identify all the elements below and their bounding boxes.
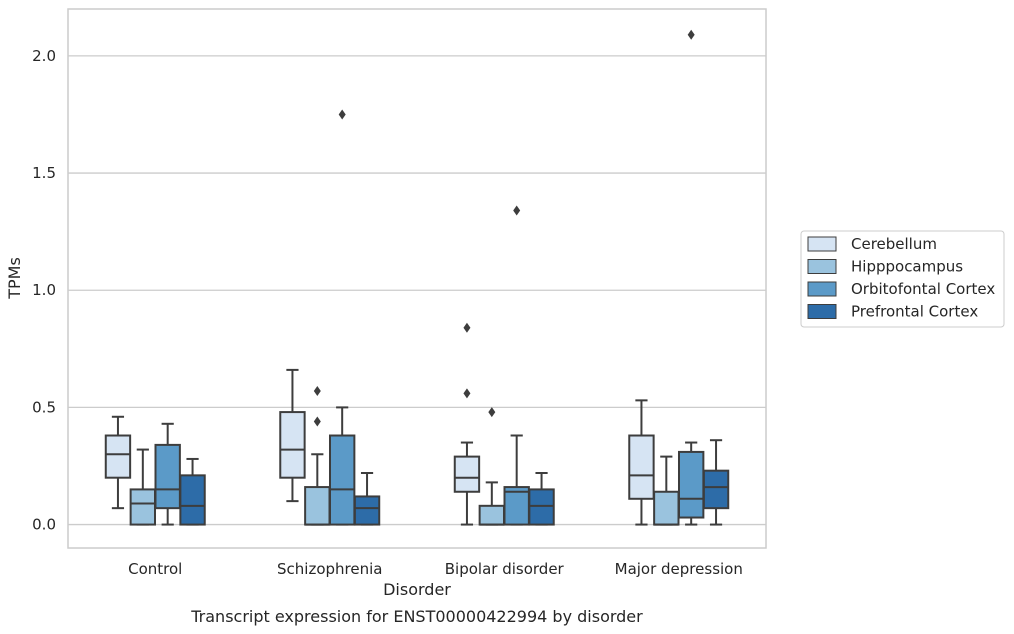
outlier-point <box>313 385 321 396</box>
legend-label: Cerebellum <box>851 235 937 253</box>
box-body <box>628 434 655 500</box>
box-body <box>503 486 530 526</box>
box <box>104 415 132 510</box>
y-tick-label: 0.0 <box>32 516 56 534</box>
series-cerebellum <box>104 322 655 526</box>
box-body <box>677 450 705 519</box>
legend-label: Prefrontal Cortex <box>851 303 978 321</box>
x-axis-label: Disorder <box>383 580 451 599</box>
box-body <box>129 488 157 526</box>
box-body <box>154 443 181 510</box>
grid-lines <box>68 55 766 526</box>
box <box>677 29 705 526</box>
box-body <box>279 411 306 479</box>
outlier-point <box>463 388 471 399</box>
box <box>154 422 181 526</box>
box <box>129 448 157 526</box>
box <box>279 368 306 503</box>
legend-swatch <box>807 304 837 319</box>
outlier-point <box>463 322 471 333</box>
y-axis-label: TPMs <box>5 257 24 300</box>
box <box>653 455 680 526</box>
box-series-group <box>104 29 730 526</box>
box <box>304 385 331 526</box>
y-axis-ticks: 0.0 0.5 1.0 1.5 2.0 <box>32 47 56 534</box>
box-body <box>702 469 730 510</box>
box-body <box>179 474 206 526</box>
box <box>528 472 555 526</box>
box <box>478 407 506 526</box>
box-body <box>304 486 331 526</box>
x-tick-label: Major depression <box>615 560 743 578</box>
legend-label: Orbitofontal Cortex <box>851 280 995 298</box>
outlier-point <box>313 416 321 427</box>
series-prefrontal-cortex <box>179 439 730 526</box>
box-body <box>528 488 555 526</box>
x-axis-ticks: Control Schizophrenia Bipolar disorder Majo… <box>128 560 743 578</box>
box-body <box>104 434 132 479</box>
box-body <box>353 495 381 526</box>
outlier-point <box>513 205 521 216</box>
box <box>503 205 530 526</box>
box <box>328 109 356 526</box>
outlier-point <box>488 407 496 418</box>
outlier-point <box>338 109 346 120</box>
series-hipppocampus <box>129 385 680 526</box>
legend-swatch <box>807 281 837 297</box>
y-tick-label: 1.5 <box>32 164 56 182</box>
box <box>453 322 481 526</box>
box <box>702 439 730 526</box>
legend-swatch <box>807 259 837 274</box>
legend-frame <box>800 230 1005 328</box>
box-body <box>478 504 506 526</box>
series-orbitofontal-cortex <box>154 29 705 526</box>
y-tick-label: 2.0 <box>32 47 56 65</box>
legend-swatch <box>807 236 837 252</box>
box-body <box>328 434 356 526</box>
legend: Cerebellum Hipppocampus Orbitofontal Corte… <box>800 230 1005 328</box>
x-tick-label: Bipolar disorder <box>445 560 565 578</box>
box-body <box>653 490 680 526</box>
box <box>353 472 381 526</box>
box <box>179 457 206 526</box>
legend-label: Hipppocampus <box>851 258 963 276</box>
x-tick-label: Control <box>128 560 182 578</box>
y-tick-label: 1.0 <box>32 281 56 299</box>
x-tick-label: Schizophrenia <box>277 560 382 578</box>
box <box>628 399 655 526</box>
outlier-point <box>687 29 695 40</box>
y-tick-label: 0.5 <box>32 398 56 416</box>
plot-area-frame <box>67 8 767 549</box>
chart-caption: Transcript expression for ENST0000042299… <box>190 607 643 626</box>
box-body <box>453 455 481 493</box>
